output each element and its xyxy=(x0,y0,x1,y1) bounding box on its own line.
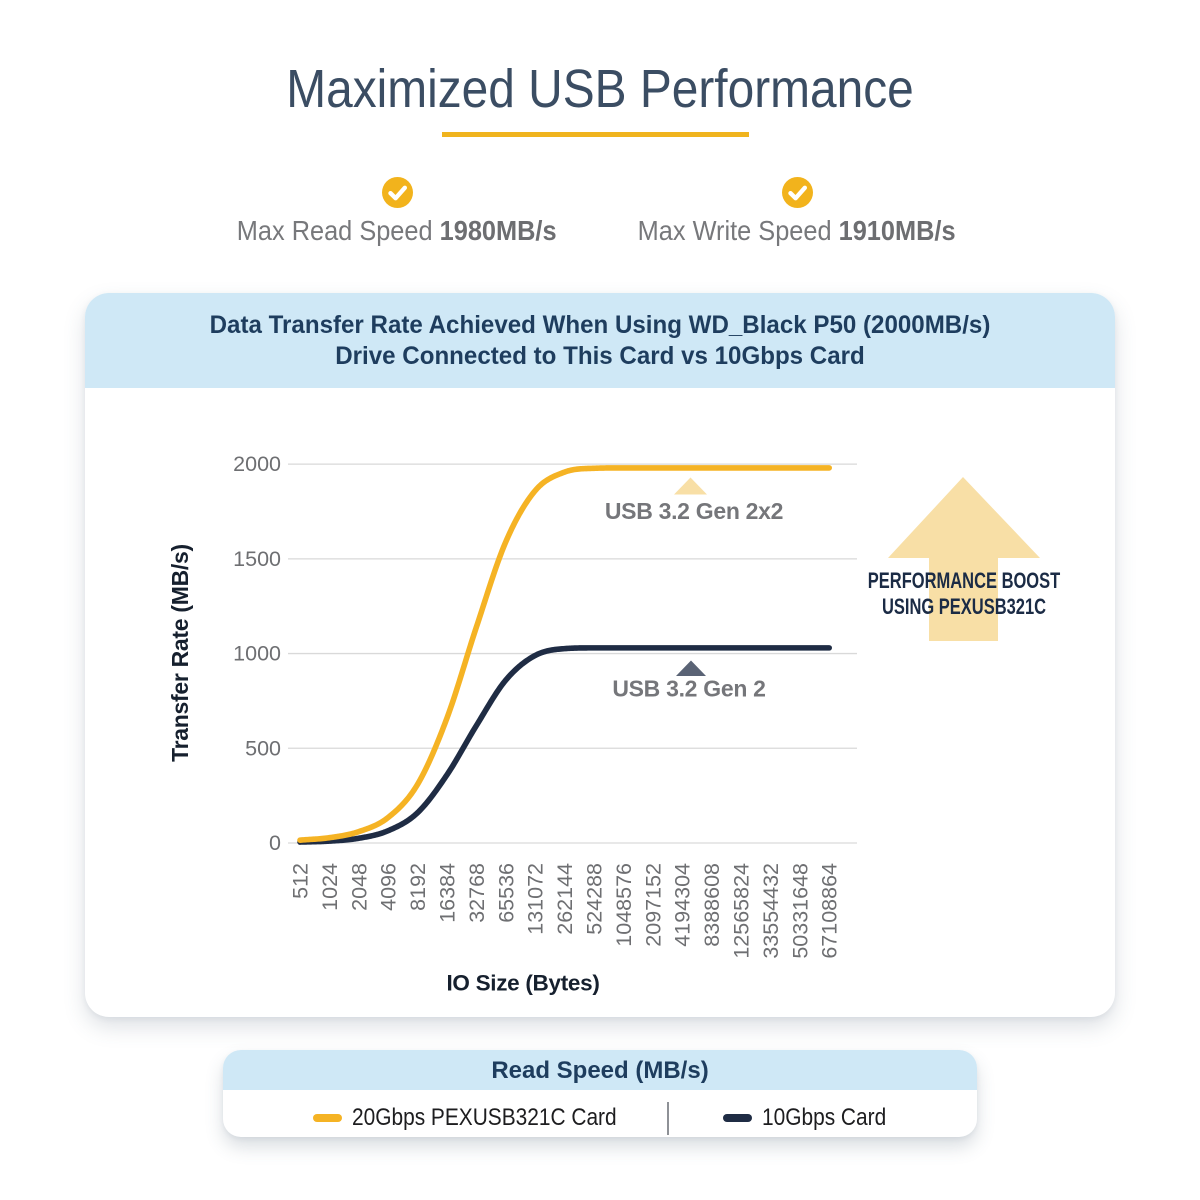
x-tick-label: 8388608 xyxy=(700,863,724,947)
y-tick-label: 0 xyxy=(269,831,281,855)
card-title-line2: Drive Connected to This Card vs 10Gbps C… xyxy=(335,341,865,370)
legend-body: 20Gbps PEXUSB321C Card 10Gbps Card xyxy=(223,1090,977,1137)
x-tick-label: 8192 xyxy=(406,863,430,911)
legend-title: Read Speed (MB/s) xyxy=(223,1050,977,1090)
y-axis-title: Transfer Rate (MB/s) xyxy=(167,544,193,762)
check-icon xyxy=(781,177,813,208)
x-axis-title: IO Size (Bytes) xyxy=(446,971,599,996)
chart-card-header: Data Transfer Rate Achieved When Using W… xyxy=(85,293,1115,388)
x-tick-label: 2097152 xyxy=(641,863,665,947)
legend-swatch-20gbps-card xyxy=(313,1113,342,1122)
stat-text: Max Read Speed 1980MB/s xyxy=(237,215,557,247)
chart-card: Data Transfer Rate Achieved When Using W… xyxy=(85,293,1115,1017)
x-tick-label: 50331648 xyxy=(788,863,812,959)
x-tick-label: 262144 xyxy=(553,863,577,935)
stat-value: 1980MB/s xyxy=(439,215,557,246)
x-tick-label: 67108864 xyxy=(818,863,842,959)
x-tick-label: 524288 xyxy=(583,863,607,935)
legend-label: 20Gbps PEXUSB321C Card xyxy=(352,1103,617,1131)
x-tick-label: 2048 xyxy=(347,863,371,911)
curve-label-gen2: USB 3.2 Gen 2 xyxy=(612,676,765,702)
legend-swatch-10gbps-card xyxy=(723,1113,752,1122)
curve-20gbps xyxy=(297,465,832,843)
marker-triangle-gen2 xyxy=(676,660,706,676)
stat-max-read-speed: Max Read Speed 1980MB/s xyxy=(157,177,637,247)
performance-boost-arrow xyxy=(888,477,1040,641)
x-tick-label: 65536 xyxy=(494,863,518,923)
x-tick-label: 131072 xyxy=(524,863,548,935)
x-tick-label: 512 xyxy=(289,863,313,899)
curve-label-gen2x2: USB 3.2 Gen 2x2 xyxy=(605,498,783,524)
y-tick-label: 1500 xyxy=(233,547,281,571)
x-tick-label: 1048576 xyxy=(612,863,636,947)
card-title-line1: Data Transfer Rate Achieved When Using W… xyxy=(209,310,991,339)
x-tick-label: 1024 xyxy=(318,863,342,911)
stat-label: Max Read Speed xyxy=(237,215,440,246)
stat-label: Max Write Speed xyxy=(638,215,840,246)
page-title: Maximized USB Performance xyxy=(286,59,914,119)
legend-card: Read Speed (MB/s) 20Gbps PEXUSB321C Card… xyxy=(223,1050,977,1137)
boost-text-line1: PERFORMANCE BOOST xyxy=(868,569,1061,594)
line-chart: 0 500 1000 1500 2000 512 1024 2048 4096 8192 16384… xyxy=(167,452,1061,996)
curve-10gbps xyxy=(297,645,832,845)
y-tick-label: 500 xyxy=(245,736,281,760)
stat-max-write-speed: Max Write Speed 1910MB/s xyxy=(557,177,1037,247)
stat-value: 1910MB/s xyxy=(839,215,956,246)
y-tick-label: 1000 xyxy=(233,642,281,666)
x-tick-label: 12565824 xyxy=(730,863,754,959)
boost-text-line2: USING PEXUSB321C xyxy=(882,595,1046,620)
x-tick-label: 16384 xyxy=(436,863,460,923)
x-tick-label: 4096 xyxy=(377,863,401,911)
stat-text: Max Write Speed 1910MB/s xyxy=(638,215,956,247)
y-tick-label: 2000 xyxy=(233,452,281,476)
check-icon xyxy=(381,177,413,208)
legend-divider xyxy=(667,1102,669,1135)
x-tick-label: 4194304 xyxy=(671,863,695,947)
x-tick-label: 33554432 xyxy=(759,863,783,959)
marker-triangle-gen2x2 xyxy=(674,477,707,495)
x-tick-label: 32768 xyxy=(465,863,489,923)
legend-item-20gbps: 20Gbps PEXUSB321C Card xyxy=(313,1094,656,1141)
legend-label: 10Gbps Card xyxy=(762,1103,887,1131)
legend-item-10gbps: 10Gbps Card xyxy=(723,1094,905,1141)
title-underline xyxy=(442,132,749,137)
